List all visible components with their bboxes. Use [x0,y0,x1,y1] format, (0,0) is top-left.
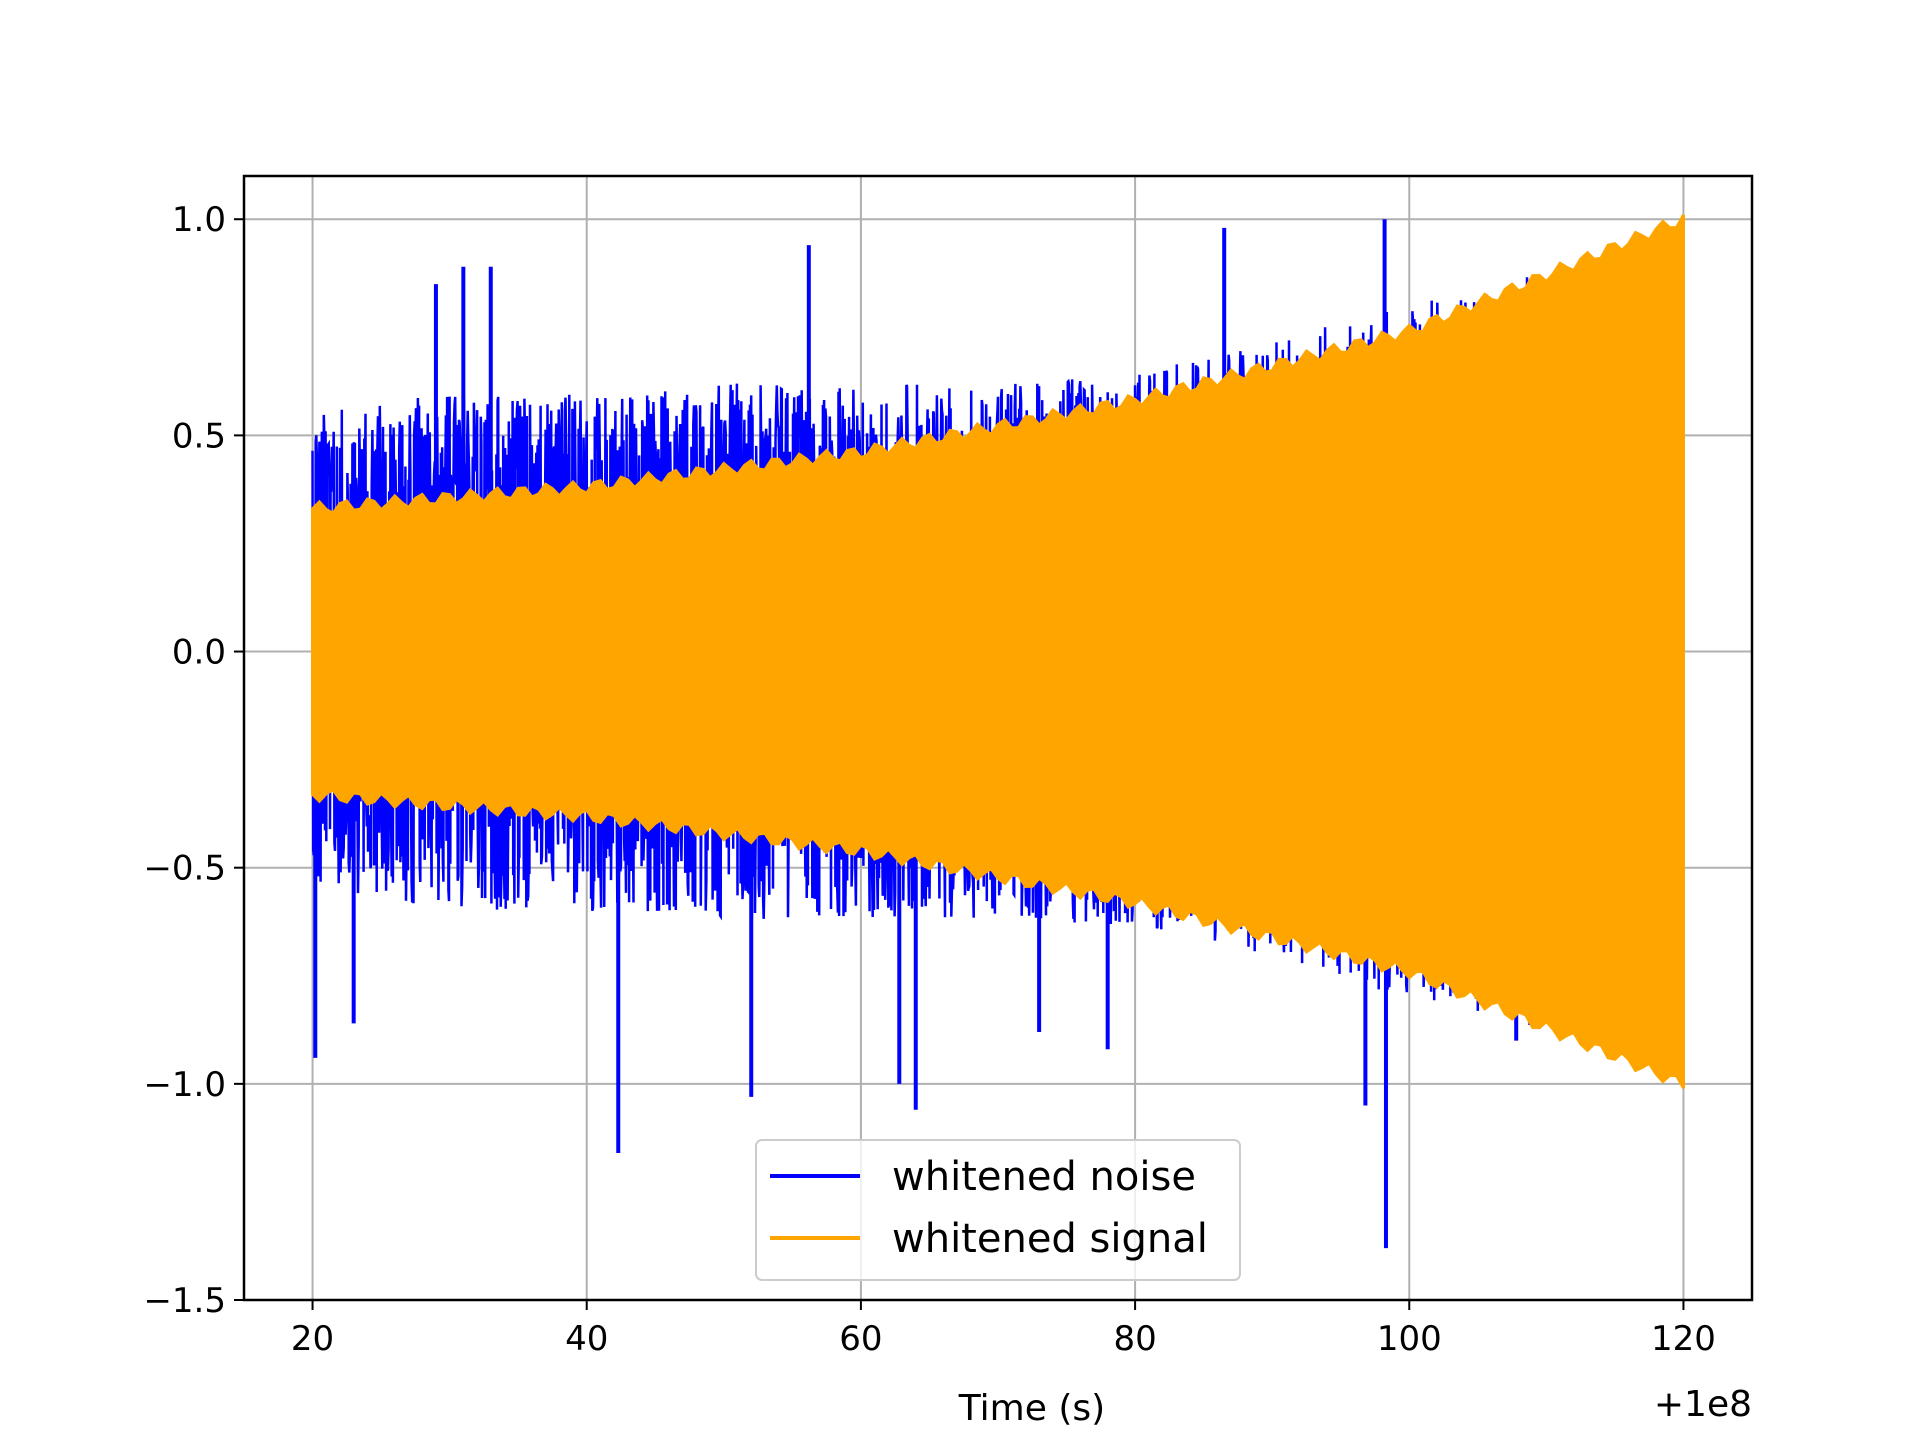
y-tick-label: −1.0 [143,1065,226,1105]
series-whitened-signal [311,214,1685,1089]
legend-label-whitened-signal: whitened signal [892,1216,1208,1262]
y-tick-label: −1.5 [143,1281,226,1321]
x-axis-offset-label: +1e8 [1654,1384,1752,1425]
y-tick-label: 0.0 [172,633,226,673]
legend-box [755,1139,1241,1281]
legend: whitened noise whitened signal [755,1139,1241,1281]
x-tick-label: 40 [565,1319,608,1359]
y-tick-label: 0.5 [172,416,226,456]
y-tick-label: 1.0 [172,200,226,240]
x-tick-label: 60 [839,1319,882,1359]
signal-band [311,214,1685,1089]
x-tick-label: 120 [1651,1319,1716,1359]
legend-label-whitened-noise: whitened noise [892,1154,1196,1200]
axis-ticks: 20 40 60 80 100 120 1.0 0.5 0.0 −0.5 −1.0 −1.5 [143,200,1715,1359]
x-tick-label: 80 [1113,1319,1156,1359]
x-axis-label: Time (s) [958,1388,1105,1429]
y-tick-label: −0.5 [143,849,226,889]
x-tick-label: 100 [1377,1319,1442,1359]
plot-frame [242,174,1754,1302]
x-tick-label: 20 [291,1319,334,1359]
